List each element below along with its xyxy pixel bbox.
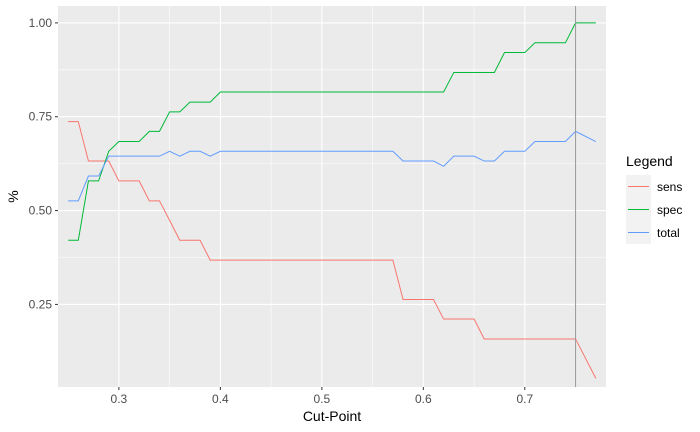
series-line-total [68, 130, 597, 202]
x-tick-label: 0.7 [516, 392, 533, 406]
minor-gridlines [58, 6, 606, 387]
x-tick-label: 0.4 [212, 392, 229, 406]
y-axis-title: % [5, 190, 21, 202]
y-tick-label: 0.75 [29, 110, 53, 124]
x-axis-ticks: 0.3 0.4 0.5 0.6 0.7 [111, 387, 533, 406]
major-gridlines [58, 6, 606, 387]
y-axis-ticks: 0.25 0.50 0.75 1.00 [29, 16, 58, 311]
x-axis-title: Cut-Point [303, 408, 361, 424]
x-tick-label: 0.6 [415, 392, 432, 406]
y-tick-label: 1.00 [29, 16, 53, 30]
legend-label-total: total [657, 226, 680, 240]
y-tick-label: 0.25 [29, 297, 53, 311]
series-line-sens [68, 121, 597, 379]
x-tick-label: 0.3 [111, 392, 128, 406]
x-tick-label: 0.5 [314, 392, 331, 406]
series-lines [68, 22, 597, 379]
legend-title: Legend [626, 153, 673, 169]
legend-label-sens: sens [657, 180, 682, 194]
y-tick-label: 0.50 [29, 204, 53, 218]
series-line-spec [68, 22, 596, 241]
legend-label-spec: spec [657, 203, 682, 217]
legend: Legend sens spec total [626, 153, 682, 244]
legend-items: sens spec total [626, 175, 682, 244]
plot-panel [58, 6, 606, 387]
